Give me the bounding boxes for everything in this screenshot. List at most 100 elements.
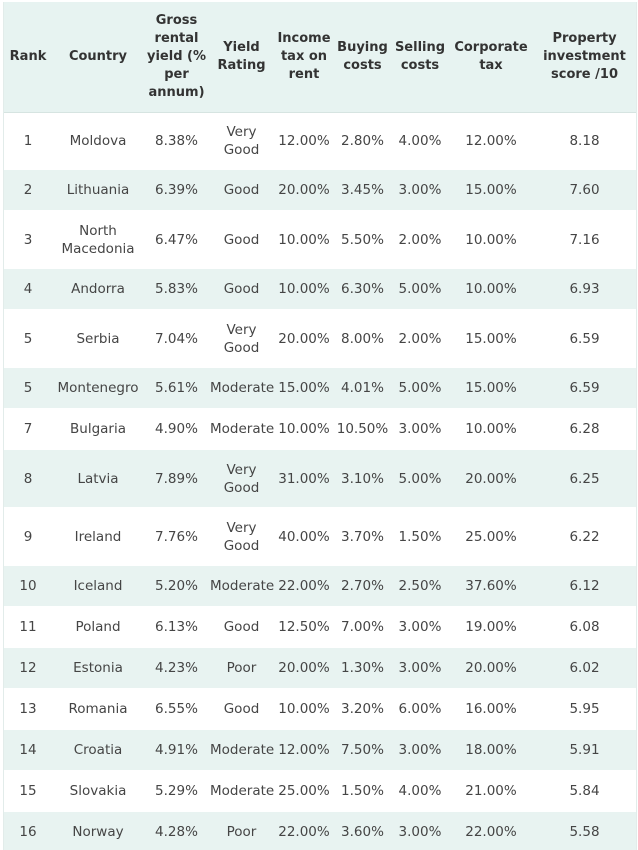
table-row: 16 Norway 4.28% Poor 22.00% 3.60% 3.00% … bbox=[4, 811, 636, 850]
table-row: 3 North Macedonia 6.47% Good 10.00% 5.50… bbox=[4, 210, 636, 269]
header-row: Rank Country Gross rental yield (% per a… bbox=[4, 2, 636, 113]
cell-rank: 2 bbox=[4, 169, 52, 211]
cell-income-tax: 12.00% bbox=[274, 112, 334, 170]
cell-gross-yield: 6.55% bbox=[144, 688, 209, 730]
cell-country: Serbia bbox=[52, 309, 144, 368]
cell-country: Bulgaria bbox=[52, 408, 144, 450]
cell-selling-costs: 3.00% bbox=[391, 811, 449, 850]
cell-country: Moldova bbox=[52, 112, 144, 170]
cell-corporate-tax: 10.00% bbox=[449, 210, 533, 269]
cell-selling-costs: 2.00% bbox=[391, 309, 449, 368]
column-header-selling-costs[interactable]: Selling costs bbox=[391, 2, 449, 113]
cell-yield-rating: Moderate bbox=[209, 408, 274, 450]
column-header-country[interactable]: Country bbox=[52, 2, 144, 113]
table-row: 13 Romania 6.55% Good 10.00% 3.20% 6.00%… bbox=[4, 688, 636, 730]
cell-rank: 15 bbox=[4, 770, 52, 812]
cell-rank: 14 bbox=[4, 729, 52, 771]
cell-income-tax: 15.00% bbox=[274, 367, 334, 409]
table-row: 8 Latvia 7.89% Very Good 31.00% 3.10% 5.… bbox=[4, 449, 636, 508]
cell-buying-costs: 4.01% bbox=[334, 367, 391, 409]
cell-yield-rating: Good bbox=[209, 169, 274, 211]
cell-yield-rating: Very Good bbox=[209, 112, 274, 170]
cell-selling-costs: 6.00% bbox=[391, 688, 449, 730]
cell-buying-costs: 8.00% bbox=[334, 309, 391, 368]
cell-rank: 9 bbox=[4, 507, 52, 566]
cell-buying-costs: 7.50% bbox=[334, 729, 391, 771]
table-row: 7 Bulgaria 4.90% Moderate 10.00% 10.50% … bbox=[4, 408, 636, 450]
column-header-buying-costs[interactable]: Buying costs bbox=[334, 2, 391, 113]
cell-rank: 3 bbox=[4, 210, 52, 269]
cell-gross-yield: 7.04% bbox=[144, 309, 209, 368]
cell-country: North Macedonia bbox=[52, 210, 144, 269]
cell-rank: 5 bbox=[4, 309, 52, 368]
cell-yield-rating: Good bbox=[209, 210, 274, 269]
column-header-yield-rating[interactable]: Yield Rating bbox=[209, 2, 274, 113]
cell-investment-score: 6.59 bbox=[533, 367, 636, 409]
cell-investment-score: 6.22 bbox=[533, 507, 636, 566]
cell-gross-yield: 4.23% bbox=[144, 647, 209, 689]
cell-gross-yield: 6.47% bbox=[144, 210, 209, 269]
cell-income-tax: 12.00% bbox=[274, 729, 334, 771]
cell-rank: 5 bbox=[4, 367, 52, 409]
table-row: 5 Serbia 7.04% Very Good 20.00% 8.00% 2.… bbox=[4, 309, 636, 368]
cell-country: Latvia bbox=[52, 449, 144, 508]
cell-investment-score: 5.84 bbox=[533, 770, 636, 812]
cell-rank: 13 bbox=[4, 688, 52, 730]
cell-country: Poland bbox=[52, 606, 144, 648]
cell-rank: 11 bbox=[4, 606, 52, 648]
column-header-income-tax[interactable]: Income tax on rent bbox=[274, 2, 334, 113]
cell-yield-rating: Moderate bbox=[209, 565, 274, 607]
cell-buying-costs: 3.60% bbox=[334, 811, 391, 850]
cell-selling-costs: 5.00% bbox=[391, 449, 449, 508]
cell-selling-costs: 1.50% bbox=[391, 507, 449, 566]
column-header-corporate-tax[interactable]: Corporate tax bbox=[449, 2, 533, 113]
cell-gross-yield: 5.20% bbox=[144, 565, 209, 607]
cell-country: Iceland bbox=[52, 565, 144, 607]
cell-country: Estonia bbox=[52, 647, 144, 689]
column-header-gross-rental-yield[interactable]: Gross rental yield (% per annum) bbox=[144, 2, 209, 113]
cell-rank: 8 bbox=[4, 449, 52, 508]
cell-corporate-tax: 12.00% bbox=[449, 112, 533, 170]
cell-corporate-tax: 19.00% bbox=[449, 606, 533, 648]
cell-yield-rating: Good bbox=[209, 688, 274, 730]
cell-buying-costs: 5.50% bbox=[334, 210, 391, 269]
cell-income-tax: 22.00% bbox=[274, 811, 334, 850]
cell-income-tax: 10.00% bbox=[274, 210, 334, 269]
cell-investment-score: 7.16 bbox=[533, 210, 636, 269]
cell-yield-rating: Good bbox=[209, 606, 274, 648]
cell-yield-rating: Very Good bbox=[209, 449, 274, 508]
cell-investment-score: 5.95 bbox=[533, 688, 636, 730]
cell-investment-score: 6.08 bbox=[533, 606, 636, 648]
cell-yield-rating: Very Good bbox=[209, 309, 274, 368]
column-header-investment-score[interactable]: Property investment score /10 bbox=[533, 2, 636, 113]
cell-country: Lithuania bbox=[52, 169, 144, 211]
cell-corporate-tax: 37.60% bbox=[449, 565, 533, 607]
cell-corporate-tax: 20.00% bbox=[449, 449, 533, 508]
cell-country: Andorra bbox=[52, 268, 144, 310]
cell-income-tax: 12.50% bbox=[274, 606, 334, 648]
cell-corporate-tax: 18.00% bbox=[449, 729, 533, 771]
cell-gross-yield: 5.29% bbox=[144, 770, 209, 812]
cell-buying-costs: 6.30% bbox=[334, 268, 391, 310]
cell-investment-score: 7.60 bbox=[533, 169, 636, 211]
cell-yield-rating: Good bbox=[209, 268, 274, 310]
cell-yield-rating: Poor bbox=[209, 811, 274, 850]
cell-gross-yield: 8.38% bbox=[144, 112, 209, 170]
cell-rank: 10 bbox=[4, 565, 52, 607]
cell-income-tax: 40.00% bbox=[274, 507, 334, 566]
table-row: 12 Estonia 4.23% Poor 20.00% 1.30% 3.00%… bbox=[4, 647, 636, 689]
cell-rank: 16 bbox=[4, 811, 52, 850]
cell-income-tax: 25.00% bbox=[274, 770, 334, 812]
cell-corporate-tax: 20.00% bbox=[449, 647, 533, 689]
cell-rank: 1 bbox=[4, 112, 52, 170]
cell-corporate-tax: 15.00% bbox=[449, 367, 533, 409]
rental-yield-table-container: Rank Country Gross rental yield (% per a… bbox=[3, 2, 637, 850]
cell-income-tax: 31.00% bbox=[274, 449, 334, 508]
column-header-rank[interactable]: Rank bbox=[4, 2, 52, 113]
cell-rank: 12 bbox=[4, 647, 52, 689]
cell-yield-rating: Poor bbox=[209, 647, 274, 689]
cell-gross-yield: 7.76% bbox=[144, 507, 209, 566]
cell-buying-costs: 7.00% bbox=[334, 606, 391, 648]
cell-yield-rating: Moderate bbox=[209, 367, 274, 409]
table-row: 14 Croatia 4.91% Moderate 12.00% 7.50% 3… bbox=[4, 729, 636, 771]
